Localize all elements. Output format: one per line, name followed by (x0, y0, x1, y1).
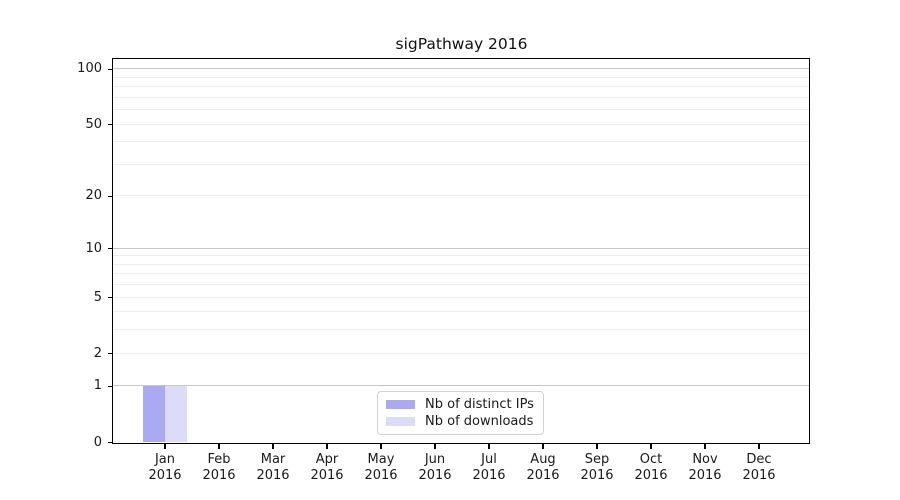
x-tick-label: Oct 2016 (621, 452, 681, 483)
gridline-minor (113, 284, 809, 286)
x-tick-year: 2016 (202, 467, 236, 483)
y-tick-mark (107, 441, 112, 444)
x-tick-year: 2016 (364, 467, 398, 483)
x-tick-label: Feb 2016 (189, 452, 249, 483)
x-tick-mark (542, 444, 544, 449)
x-tick-year: 2016 (472, 467, 506, 483)
x-tick-mark (272, 444, 274, 449)
y-tick-mark (107, 195, 112, 197)
x-tick-year: 2016 (310, 467, 344, 483)
legend-label: Nb of downloads (425, 414, 534, 429)
x-tick-mark (164, 444, 166, 449)
x-tick-month: Oct (639, 452, 663, 467)
x-tick-mark (326, 444, 328, 449)
legend-swatch-downloads (386, 417, 415, 426)
x-tick-month: Jan (154, 452, 176, 467)
x-tick-label: May 2016 (351, 452, 411, 483)
gridline-minor (113, 352, 809, 354)
y-tick-label: 0 (93, 434, 102, 450)
x-tick-month: Apr (315, 452, 339, 467)
gridline-minor (113, 195, 809, 197)
y-tick-mark (107, 353, 112, 355)
x-tick-year: 2016 (526, 467, 560, 483)
y-tick-label: 20 (85, 188, 102, 204)
gridline-minor (113, 255, 809, 257)
gridline-minor (113, 296, 809, 298)
x-tick-label: Sep 2016 (567, 452, 627, 483)
x-tick-month: May (367, 452, 395, 467)
x-tick-month: Nov (692, 452, 718, 467)
legend-label: Nb of distinct IPs (425, 397, 534, 412)
bar-distinct-ips (142, 385, 165, 442)
legend-item-downloads: Nb of downloads (386, 413, 534, 430)
x-tick-year: 2016 (256, 467, 290, 483)
x-tick-label: Aug 2016 (513, 452, 573, 483)
y-tick-mark (107, 123, 112, 126)
y-tick-label: 50 (85, 116, 102, 132)
x-tick-month: Jul (481, 452, 497, 467)
gridline-minor (113, 311, 809, 313)
legend-swatch-distinct-ips (386, 400, 415, 409)
x-tick-mark (434, 444, 436, 449)
legend-item-distinct-ips: Nb of distinct IPs (386, 396, 534, 413)
x-tick-label: Apr 2016 (297, 452, 357, 483)
x-tick-mark (596, 444, 598, 449)
y-tick-label: 2 (93, 345, 102, 361)
gridline-minor (113, 76, 809, 78)
gridline-major (113, 385, 809, 387)
x-tick-month: Dec (746, 452, 772, 467)
x-tick-mark (704, 444, 706, 449)
gridline-minor (113, 96, 809, 98)
gridline-minor (113, 123, 809, 125)
gridline-major (113, 247, 809, 249)
x-tick-mark (218, 444, 220, 449)
x-tick-year: 2016 (418, 467, 452, 483)
x-tick-year: 2016 (688, 467, 722, 483)
x-tick-month: Jun (424, 452, 446, 467)
y-tick-mark (107, 385, 112, 388)
y-tick-mark (107, 68, 112, 70)
y-tick-label: 5 (93, 289, 102, 305)
x-tick-year: 2016 (148, 467, 182, 483)
x-tick-mark (488, 444, 490, 449)
x-tick-year: 2016 (580, 467, 614, 483)
x-tick-mark (758, 444, 760, 449)
x-tick-label: Dec 2016 (729, 452, 789, 483)
bar-downloads (164, 385, 187, 442)
x-tick-year: 2016 (634, 467, 668, 483)
x-tick-month: Feb (207, 452, 231, 467)
gridline-minor (113, 273, 809, 275)
gridline-minor (113, 163, 809, 165)
x-tick-label: Jul 2016 (459, 452, 519, 483)
y-tick-label: 10 (85, 240, 102, 256)
y-tick-label: 1 (93, 378, 102, 394)
x-tick-month: Aug (530, 452, 556, 467)
plot-area (112, 58, 810, 444)
x-tick-label: Mar 2016 (243, 452, 303, 483)
x-tick-mark (650, 444, 652, 449)
x-tick-label: Nov 2016 (675, 452, 735, 483)
legend: Nb of distinct IPs Nb of downloads (377, 391, 544, 435)
x-tick-label: Jun 2016 (405, 452, 465, 483)
x-tick-year: 2016 (742, 467, 776, 483)
gridline-minor (113, 141, 809, 143)
gridline-minor (113, 329, 809, 331)
y-tick-mark (107, 247, 112, 250)
x-tick-month: Mar (260, 452, 286, 467)
gridline-minor (113, 86, 809, 88)
gridline-minor (113, 109, 809, 111)
x-tick-month: Sep (584, 452, 610, 467)
y-tick-mark (107, 296, 112, 299)
chart-title: sigPathway 2016 (395, 35, 528, 53)
gridline-minor (113, 263, 809, 265)
x-tick-mark (380, 444, 382, 449)
y-tick-label: 100 (77, 61, 102, 77)
x-tick-label: Jan 2016 (135, 452, 195, 483)
gridline-major (113, 68, 809, 70)
